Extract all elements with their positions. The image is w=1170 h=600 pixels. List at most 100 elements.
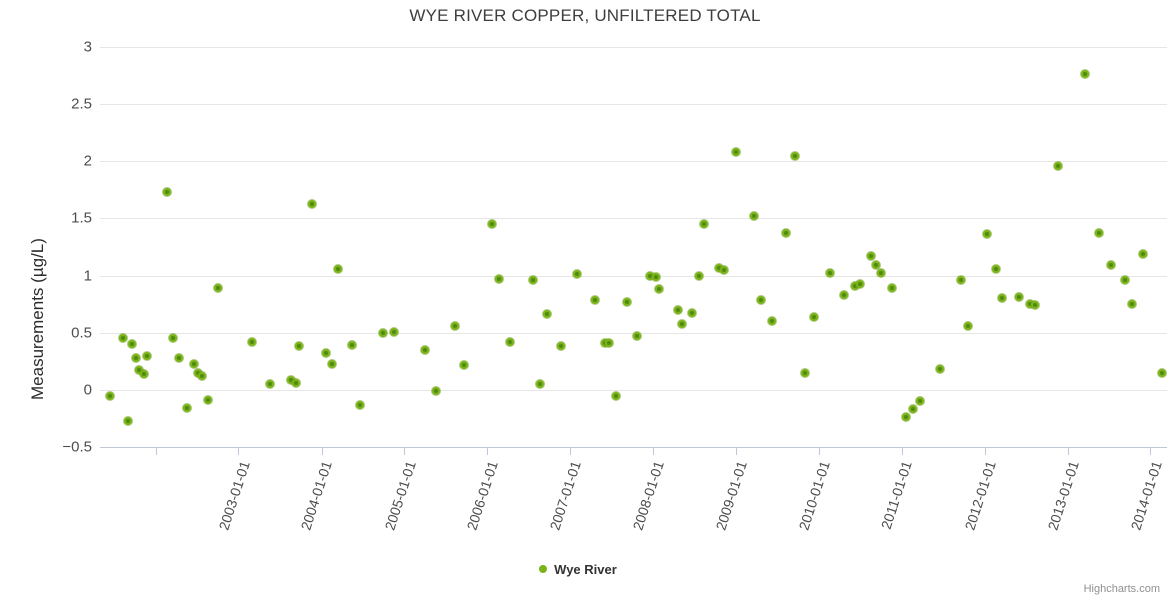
data-point[interactable]	[118, 334, 127, 343]
data-point[interactable]	[139, 369, 148, 378]
data-point[interactable]	[964, 321, 973, 330]
data-point[interactable]	[389, 327, 398, 336]
data-point[interactable]	[334, 264, 343, 273]
data-point[interactable]	[731, 148, 740, 157]
data-point[interactable]	[287, 375, 296, 384]
data-point[interactable]	[872, 261, 881, 270]
data-point[interactable]	[494, 275, 503, 283]
data-point[interactable]	[1030, 301, 1039, 310]
data-point[interactable]	[204, 396, 213, 405]
data-point[interactable]	[106, 391, 115, 400]
data-point[interactable]	[450, 321, 459, 330]
data-point[interactable]	[295, 342, 304, 351]
data-point[interactable]	[855, 279, 864, 288]
data-point[interactable]	[123, 416, 132, 425]
data-point[interactable]	[162, 188, 171, 197]
data-point[interactable]	[646, 271, 655, 280]
data-point[interactable]	[654, 285, 663, 294]
data-point[interactable]	[135, 366, 144, 375]
data-point[interactable]	[982, 230, 991, 239]
data-point[interactable]	[800, 368, 809, 377]
data-point[interactable]	[356, 400, 365, 409]
data-point[interactable]	[128, 340, 137, 349]
data-point[interactable]	[678, 319, 687, 328]
data-point[interactable]	[791, 151, 800, 160]
data-point[interactable]	[131, 353, 140, 362]
data-point[interactable]	[652, 272, 661, 281]
data-point[interactable]	[143, 351, 152, 360]
highcharts-credits[interactable]: Highcharts.com	[1083, 583, 1160, 595]
data-point[interactable]	[528, 276, 537, 285]
data-point[interactable]	[839, 291, 848, 299]
data-point[interactable]	[321, 349, 330, 358]
data-point[interactable]	[673, 305, 682, 314]
data-point[interactable]	[193, 368, 202, 377]
data-point[interactable]	[505, 337, 514, 346]
data-point[interactable]	[190, 359, 199, 368]
data-point[interactable]	[266, 380, 275, 389]
data-point[interactable]	[573, 270, 582, 279]
data-point[interactable]	[715, 263, 724, 272]
data-point[interactable]	[623, 297, 632, 306]
data-point[interactable]	[600, 339, 609, 347]
data-point[interactable]	[782, 229, 791, 238]
data-point[interactable]	[809, 312, 818, 321]
data-point[interactable]	[1106, 261, 1115, 270]
data-point[interactable]	[768, 317, 777, 326]
x-tick-label: 2011-01-01	[877, 459, 915, 532]
data-point[interactable]	[749, 212, 758, 221]
legend-item[interactable]: Wye River	[539, 561, 617, 577]
data-point[interactable]	[420, 345, 429, 354]
data-point[interactable]	[248, 337, 257, 346]
data-point[interactable]	[992, 264, 1001, 273]
data-point[interactable]	[1127, 300, 1136, 309]
data-point[interactable]	[1026, 300, 1035, 309]
data-point[interactable]	[915, 397, 924, 406]
data-point[interactable]	[687, 309, 696, 318]
data-point[interactable]	[826, 269, 835, 278]
data-point[interactable]	[1015, 293, 1023, 302]
data-point[interactable]	[591, 295, 600, 304]
data-point[interactable]	[327, 359, 336, 368]
y-tick-label: 1.5	[71, 209, 92, 227]
data-point[interactable]	[379, 328, 388, 337]
data-point[interactable]	[876, 269, 885, 278]
data-point[interactable]	[175, 353, 184, 362]
data-point[interactable]	[307, 199, 316, 208]
data-point[interactable]	[198, 372, 207, 381]
data-point[interactable]	[901, 413, 910, 422]
data-point[interactable]	[611, 391, 620, 400]
data-point[interactable]	[542, 310, 551, 319]
data-point[interactable]	[888, 284, 897, 293]
data-point[interactable]	[909, 405, 918, 414]
data-point[interactable]	[169, 334, 178, 343]
data-point[interactable]	[1120, 276, 1129, 285]
data-point[interactable]	[604, 339, 613, 347]
data-point[interactable]	[487, 220, 496, 229]
data-point[interactable]	[851, 281, 860, 290]
data-point[interactable]	[1054, 161, 1063, 170]
data-point[interactable]	[936, 365, 945, 374]
data-point[interactable]	[957, 276, 966, 285]
data-point[interactable]	[720, 265, 729, 274]
data-point[interactable]	[459, 360, 468, 369]
data-point[interactable]	[291, 379, 300, 387]
data-point[interactable]	[1095, 229, 1104, 238]
data-point[interactable]	[535, 380, 544, 389]
data-point[interactable]	[998, 294, 1007, 303]
data-point[interactable]	[700, 220, 709, 229]
data-point[interactable]	[694, 271, 703, 280]
data-point[interactable]	[347, 341, 356, 350]
data-point[interactable]	[556, 342, 565, 351]
data-point[interactable]	[431, 387, 440, 395]
data-point[interactable]	[1139, 249, 1148, 258]
data-point[interactable]	[1157, 368, 1166, 377]
legend-marker-icon	[539, 564, 548, 573]
data-point[interactable]	[1081, 70, 1090, 79]
x-tick-label: 2014-01-01	[1127, 459, 1165, 533]
data-point[interactable]	[756, 295, 765, 304]
data-point[interactable]	[867, 252, 876, 261]
data-point[interactable]	[213, 284, 222, 293]
data-point[interactable]	[183, 404, 192, 413]
data-point[interactable]	[632, 332, 641, 341]
